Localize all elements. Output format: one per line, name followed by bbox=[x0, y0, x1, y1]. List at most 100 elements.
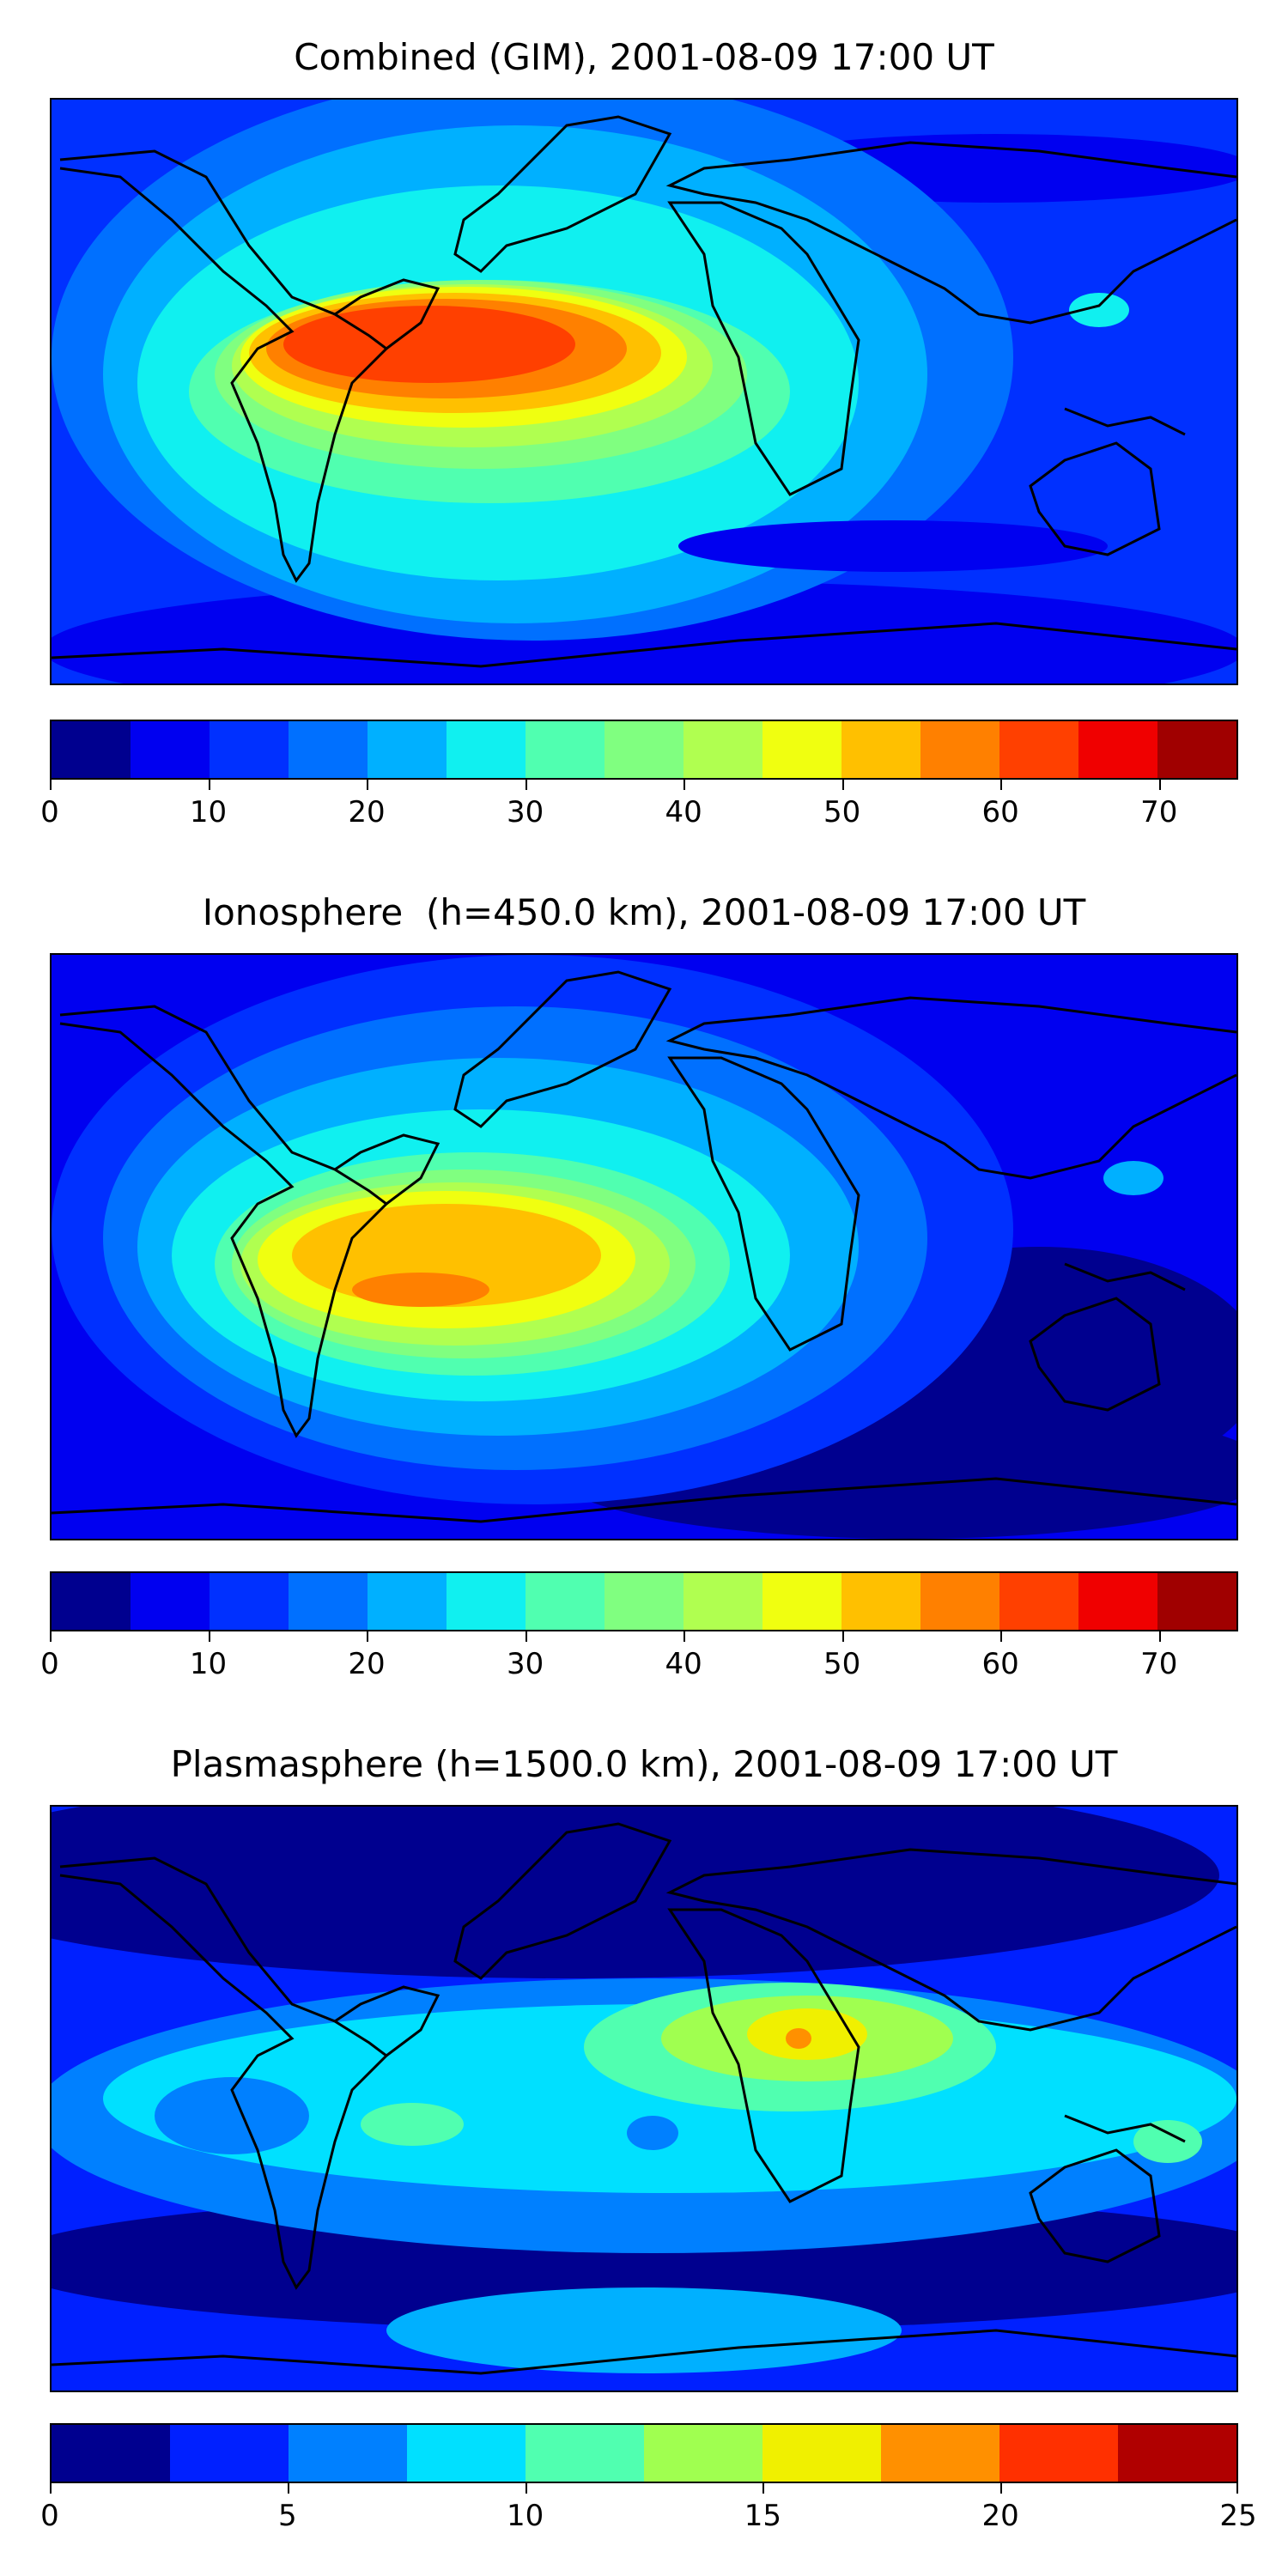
colorbar-segment bbox=[447, 721, 526, 778]
colorbar-tick bbox=[50, 1631, 52, 1642]
colorbar-tick-label: 10 bbox=[506, 2499, 544, 2533]
colorbar-tick-label: 10 bbox=[189, 1647, 228, 1681]
colorbar-tick bbox=[1236, 2483, 1238, 2494]
colorbar-tick bbox=[1158, 1631, 1161, 1642]
colorbar-tick bbox=[525, 780, 527, 790]
colorbar-tick bbox=[525, 2483, 527, 2494]
colorbar-segment bbox=[447, 1573, 526, 1630]
colorbar-tick bbox=[1158, 780, 1161, 790]
panel-title-ionosphere: Ionosphere (h=450.0 km), 2001-08-09 17:0… bbox=[202, 891, 1086, 933]
colorbar-tick-label: 20 bbox=[981, 2499, 1019, 2533]
colorbar-tick-label: 25 bbox=[1219, 2499, 1257, 2533]
panel-title-combined: Combined (GIM), 2001-08-09 17:00 UT bbox=[294, 36, 994, 78]
colorbar-tick bbox=[841, 1631, 844, 1642]
colorbar-tick-label: 40 bbox=[665, 1647, 702, 1681]
colorbar-segment bbox=[1078, 1573, 1157, 1630]
colorbar-segment bbox=[1078, 721, 1157, 778]
colorbar-tick-label: 30 bbox=[506, 795, 544, 829]
colorbar-plasmasphere bbox=[50, 2423, 1238, 2483]
colorbar-segment bbox=[1157, 721, 1236, 778]
colorbar-segment bbox=[368, 1573, 447, 1630]
colorbar-tick-label: 70 bbox=[1140, 795, 1178, 829]
colorbar-tick bbox=[208, 780, 210, 790]
colorbar-segment bbox=[131, 1573, 210, 1630]
colorbar-tick-label: 0 bbox=[40, 1647, 59, 1681]
colorbar-tick bbox=[1000, 1631, 1003, 1642]
map-ionosphere bbox=[50, 953, 1238, 1540]
colorbar-tick bbox=[50, 2483, 52, 2494]
colorbar-tick bbox=[287, 2483, 289, 2494]
colorbar-tick-label: 5 bbox=[277, 2499, 297, 2533]
colorbar-tick-label: 60 bbox=[981, 795, 1019, 829]
colorbar-segment bbox=[920, 721, 999, 778]
colorbar-segment bbox=[644, 2425, 762, 2482]
colorbar-tick-label: 40 bbox=[665, 795, 702, 829]
colorbar-segment bbox=[526, 2425, 644, 2482]
colorbar-tick-label: 30 bbox=[506, 1647, 544, 1681]
colorbar-tick-label: 0 bbox=[40, 2499, 59, 2533]
colorbar-segment bbox=[1118, 2425, 1236, 2482]
colorbar-ionosphere bbox=[50, 1571, 1238, 1631]
colorbar-tick bbox=[208, 1631, 210, 1642]
colorbar-segment bbox=[999, 721, 1078, 778]
colorbar-tick bbox=[1000, 2483, 1003, 2494]
tec-contour-map bbox=[52, 100, 1236, 683]
colorbar-tick bbox=[683, 780, 686, 790]
colorbar-segment bbox=[762, 1573, 841, 1630]
map-combined bbox=[50, 98, 1238, 685]
colorbar-tick bbox=[525, 1631, 527, 1642]
colorbar-tick-label: 50 bbox=[823, 1647, 861, 1681]
colorbar-segment bbox=[131, 721, 210, 778]
colorbar-segment bbox=[52, 721, 131, 778]
coastlines bbox=[52, 970, 1236, 1523]
colorbar-tick-label: 20 bbox=[348, 795, 386, 829]
colorbar-segment bbox=[1157, 1573, 1236, 1630]
colorbar-segment bbox=[841, 1573, 920, 1630]
coastlines bbox=[52, 115, 1236, 668]
colorbar-segment bbox=[289, 1573, 368, 1630]
tec-contour-map bbox=[52, 1807, 1236, 2391]
panel-title-plasmasphere: Plasmasphere (h=1500.0 km), 2001-08-09 1… bbox=[170, 1743, 1118, 1785]
colorbar-segment bbox=[762, 2425, 881, 2482]
colorbar-segment bbox=[170, 2425, 289, 2482]
colorbar-tick-label: 20 bbox=[348, 1647, 386, 1681]
colorbar-segment bbox=[52, 2425, 170, 2482]
colorbar-ticks-plasmasphere: 0 5 10 15 20 25 bbox=[40, 2483, 1257, 2533]
colorbar-tick-label: 60 bbox=[981, 1647, 1019, 1681]
colorbar-segment bbox=[683, 1573, 762, 1630]
colorbar-segment bbox=[526, 1573, 605, 1630]
colorbar-combined bbox=[50, 720, 1238, 780]
colorbar-segment bbox=[920, 1573, 999, 1630]
colorbar-segment bbox=[368, 721, 447, 778]
colorbar-ticks-combined: 0 10 20 30 40 50 60 70 bbox=[40, 780, 1238, 829]
map-plasmasphere bbox=[50, 1805, 1238, 2392]
tec-contour-map bbox=[52, 955, 1236, 1539]
colorbar-segment bbox=[683, 721, 762, 778]
colorbar-ticks-ionosphere: 0 10 20 30 40 50 60 70 bbox=[40, 1631, 1238, 1681]
colorbar-segment bbox=[526, 721, 605, 778]
colorbar-tick bbox=[367, 1631, 369, 1642]
colorbar-segment bbox=[881, 2425, 999, 2482]
colorbar-tick-label: 10 bbox=[189, 795, 228, 829]
colorbar-tick-label: 70 bbox=[1140, 1647, 1178, 1681]
colorbar-tick bbox=[841, 780, 844, 790]
colorbar-tick bbox=[683, 1631, 686, 1642]
colorbar-segment bbox=[999, 2425, 1118, 2482]
colorbar-segment bbox=[605, 721, 683, 778]
colorbar-segment bbox=[407, 2425, 526, 2482]
colorbar-segment bbox=[762, 721, 841, 778]
colorbar-segment bbox=[999, 1573, 1078, 1630]
colorbar-segment bbox=[841, 721, 920, 778]
colorbar-tick-label: 0 bbox=[40, 795, 59, 829]
colorbar-segment bbox=[52, 1573, 131, 1630]
colorbar-tick-label: 15 bbox=[744, 2499, 782, 2533]
colorbar-segment bbox=[210, 721, 289, 778]
colorbar-segment bbox=[605, 1573, 683, 1630]
colorbar-tick bbox=[50, 780, 52, 790]
colorbar-segment bbox=[289, 2425, 407, 2482]
colorbar-tick bbox=[1000, 780, 1003, 790]
coastlines bbox=[52, 1822, 1236, 2375]
colorbar-tick-label: 50 bbox=[823, 795, 861, 829]
colorbar-segment bbox=[289, 721, 368, 778]
colorbar-tick bbox=[367, 780, 369, 790]
